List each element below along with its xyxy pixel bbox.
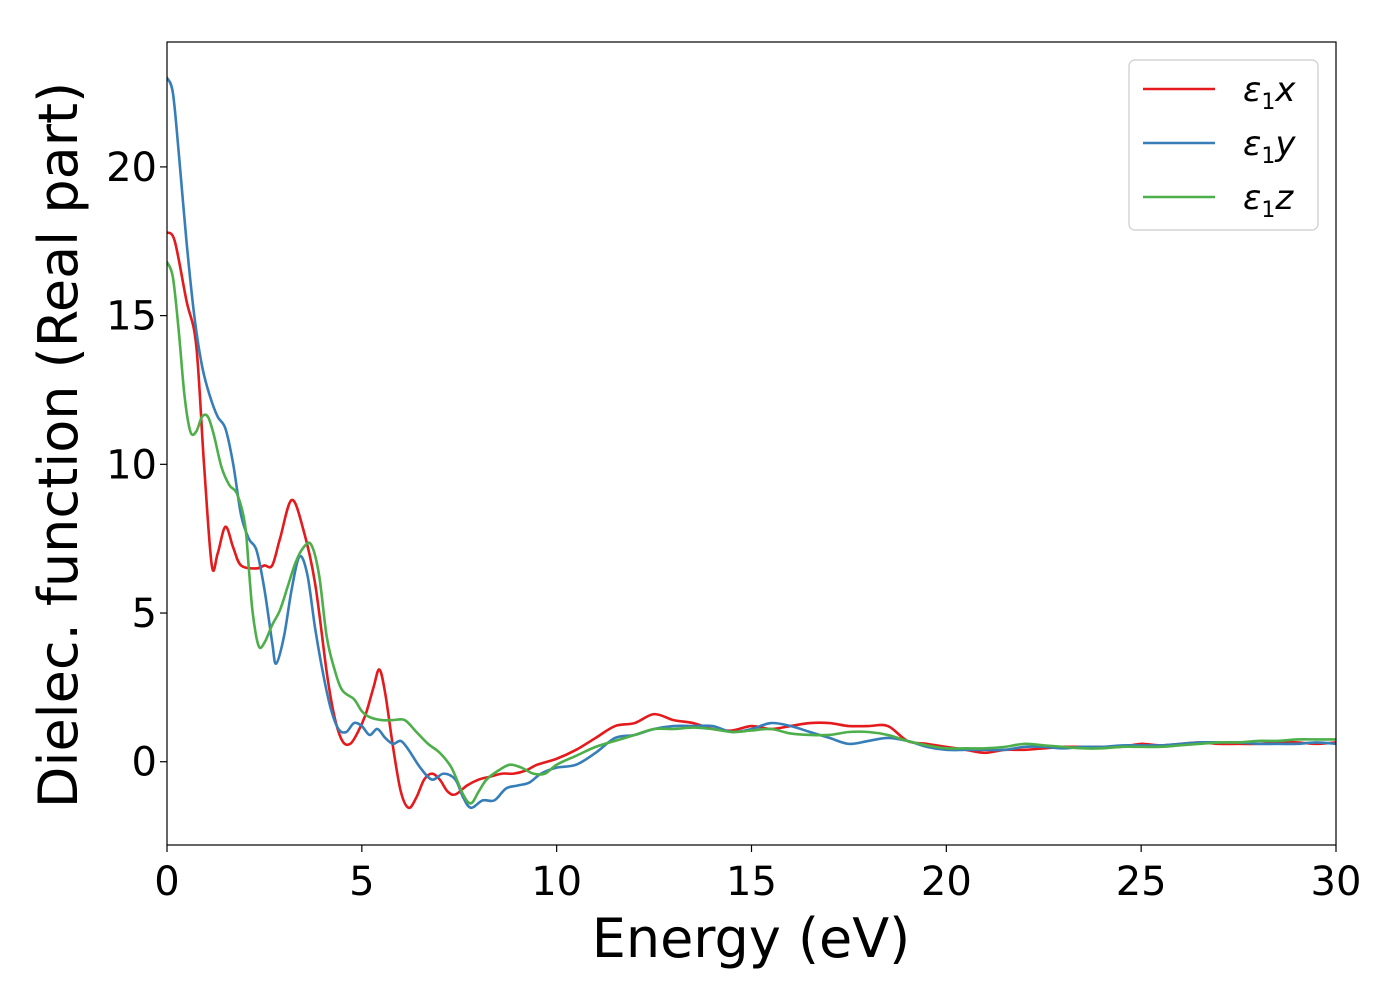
x-tick-label: 15 (726, 859, 777, 905)
series-layer (167, 76, 1336, 810)
legend: ε1x ε1y ε1z (1128, 59, 1319, 231)
y-tick-label: 0 (132, 740, 157, 786)
y-tick-label: 20 (106, 145, 157, 191)
x-tick-label: 5 (349, 859, 374, 905)
y-tick-label: 5 (132, 591, 157, 637)
series-line-x (167, 231, 1336, 810)
legend-label-x: ε1x (1243, 70, 1296, 115)
y-axis-label: Dielec. function (Real part) (27, 82, 90, 808)
legend-label-y: ε1y (1243, 124, 1296, 169)
x-tick-label: 10 (531, 859, 582, 905)
x-axis: 0 5 10 15 20 25 30 (154, 845, 1361, 905)
x-tick-label: 30 (1311, 859, 1362, 905)
legend-box (1128, 59, 1319, 231)
y-tick-label: 10 (106, 442, 157, 488)
y-axis: 0 5 10 15 20 (106, 145, 167, 786)
x-tick-label: 25 (1116, 859, 1167, 905)
x-tick-label: 20 (921, 859, 972, 905)
series-line-y (167, 76, 1336, 810)
y-tick-label: 15 (106, 294, 157, 340)
series-line-z (167, 260, 1336, 805)
x-tick-label: 0 (154, 859, 179, 905)
x-axis-label: Energy (eV) (592, 907, 911, 970)
legend-label-z: ε1z (1243, 178, 1294, 223)
